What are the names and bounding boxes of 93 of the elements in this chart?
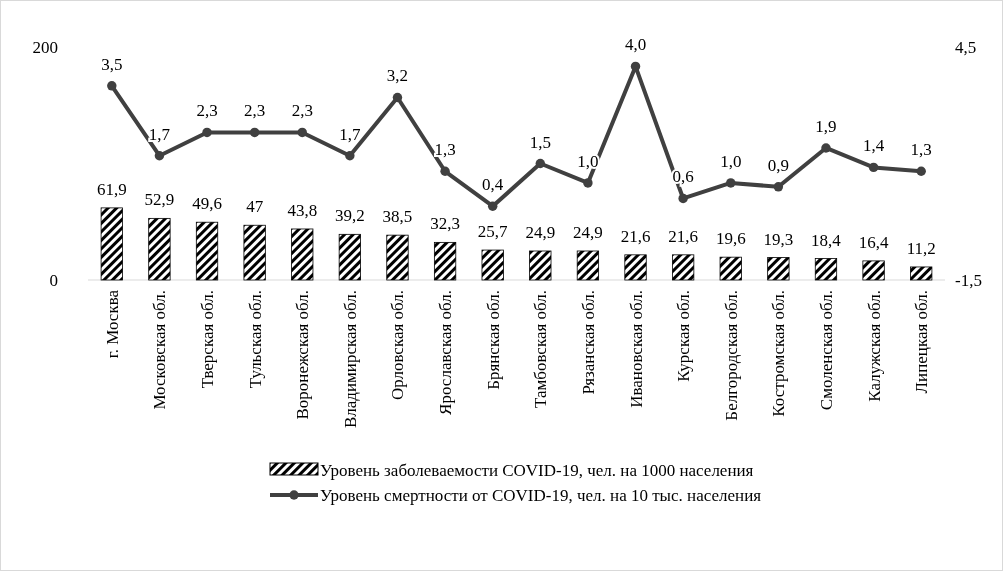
y-tick-label: 0: [49, 270, 58, 290]
point: [726, 178, 736, 188]
point: [392, 92, 403, 103]
x-tick-label: Калужская обл.: [864, 290, 884, 402]
bar: [862, 260, 885, 281]
data-label: 3,2: [386, 66, 409, 86]
x-tick-label: Смоленская обл.: [816, 290, 836, 411]
data-label: 52,9: [144, 190, 175, 210]
x-tick-label: Тверская обл.: [198, 290, 218, 389]
point: [535, 158, 546, 169]
data-label: 2,3: [196, 101, 218, 121]
x-tick-label: Тамбовская обл.: [531, 290, 551, 408]
x-tick-label: Московская обл.: [150, 290, 170, 410]
data-label: 1,5: [529, 132, 551, 152]
bar: [624, 254, 647, 281]
point: [868, 162, 879, 173]
bar: [529, 250, 552, 281]
data-label: 1,0: [720, 151, 742, 171]
bar: [243, 224, 266, 281]
bar: [100, 207, 123, 281]
data-label: 0,4: [482, 175, 504, 195]
point: [440, 166, 450, 176]
data-label: 1,7: [339, 124, 361, 144]
bar: [767, 257, 790, 281]
x-tick-label: Ярославская обл.: [436, 290, 456, 415]
point: [345, 151, 355, 161]
data-label: 21,6: [668, 226, 699, 246]
bar: [338, 233, 361, 281]
data-label: 1,7: [148, 124, 171, 144]
point: [583, 178, 593, 188]
bar: [195, 221, 219, 281]
point: [249, 127, 260, 138]
data-label: 1,4: [862, 136, 885, 156]
data-label: 1,3: [910, 140, 932, 160]
data-label: 24,9: [525, 222, 556, 242]
data-label: 19,6: [715, 229, 746, 249]
data-label: 2,3: [244, 101, 266, 121]
x-tick-label: Рязанская обл.: [578, 290, 598, 395]
x-tick-label: Липецкая обл.: [912, 290, 932, 394]
y-tick-label: 200: [32, 37, 58, 57]
x-tick-label: Орловская обл.: [388, 290, 408, 401]
bar: [814, 258, 838, 281]
bar: [672, 254, 695, 281]
legend-label: Уровень заболеваемости COVID-19, чел. на 1000 населения: [320, 461, 754, 480]
data-label: 16,4: [858, 232, 889, 252]
data-label: 43,8: [287, 200, 318, 220]
x-tick-label: Белгородская обл.: [721, 290, 741, 421]
point: [154, 151, 165, 161]
x-tick-label: Владимирская обл.: [340, 290, 360, 429]
data-label: 24,9: [573, 222, 603, 242]
data-label: 4,0: [624, 35, 647, 55]
point: [916, 166, 926, 176]
data-label: 47: [246, 197, 264, 217]
x-tick-label: Ивановская обл.: [626, 290, 646, 408]
point: [773, 182, 784, 192]
bar: [576, 250, 600, 281]
point: [487, 201, 498, 211]
bar: [433, 241, 457, 281]
point: [678, 193, 688, 204]
point: [107, 81, 117, 91]
bar: [910, 266, 933, 281]
bar: [719, 256, 742, 281]
x-tick-label: Тульская обл.: [245, 290, 265, 389]
y2-tick-label: -1,5: [955, 270, 982, 290]
data-label: 32,3: [430, 214, 460, 234]
point: [202, 127, 212, 138]
data-label: 49,6: [192, 194, 222, 214]
bar: [148, 217, 171, 281]
point: [297, 127, 307, 138]
data-label: 1,9: [815, 116, 837, 136]
x-tick-label: Курская обл.: [674, 290, 694, 382]
data-label: 25,7: [477, 222, 509, 242]
data-label: 0,9: [767, 155, 789, 175]
data-label: 19,3: [763, 229, 794, 249]
bar: [481, 249, 504, 281]
bar: [291, 228, 314, 281]
x-tick-label: Воронежская обл.: [293, 290, 313, 420]
x-tick-label: Брянская обл.: [483, 290, 503, 390]
y2-tick-label: 4,5: [955, 37, 977, 57]
x-tick-label: г. Москва: [102, 289, 122, 359]
data-label: 3,5: [101, 54, 123, 74]
data-label: 39,2: [334, 206, 365, 226]
point: [821, 143, 831, 153]
data-label: 21,6: [620, 226, 651, 246]
data-label: 38,5: [382, 207, 413, 227]
legend-label: Уровень смертности от COVID-19, чел. на 10 тыс. населения: [320, 486, 762, 505]
data-label: 61,9: [96, 179, 127, 199]
data-label: 11,2: [906, 238, 936, 258]
data-label: 18,4: [811, 230, 842, 250]
bar: [386, 234, 409, 281]
x-tick-label: Костромская обл.: [769, 290, 789, 417]
data-label: 2,3: [291, 101, 313, 121]
data-label: 1,3: [434, 140, 456, 160]
